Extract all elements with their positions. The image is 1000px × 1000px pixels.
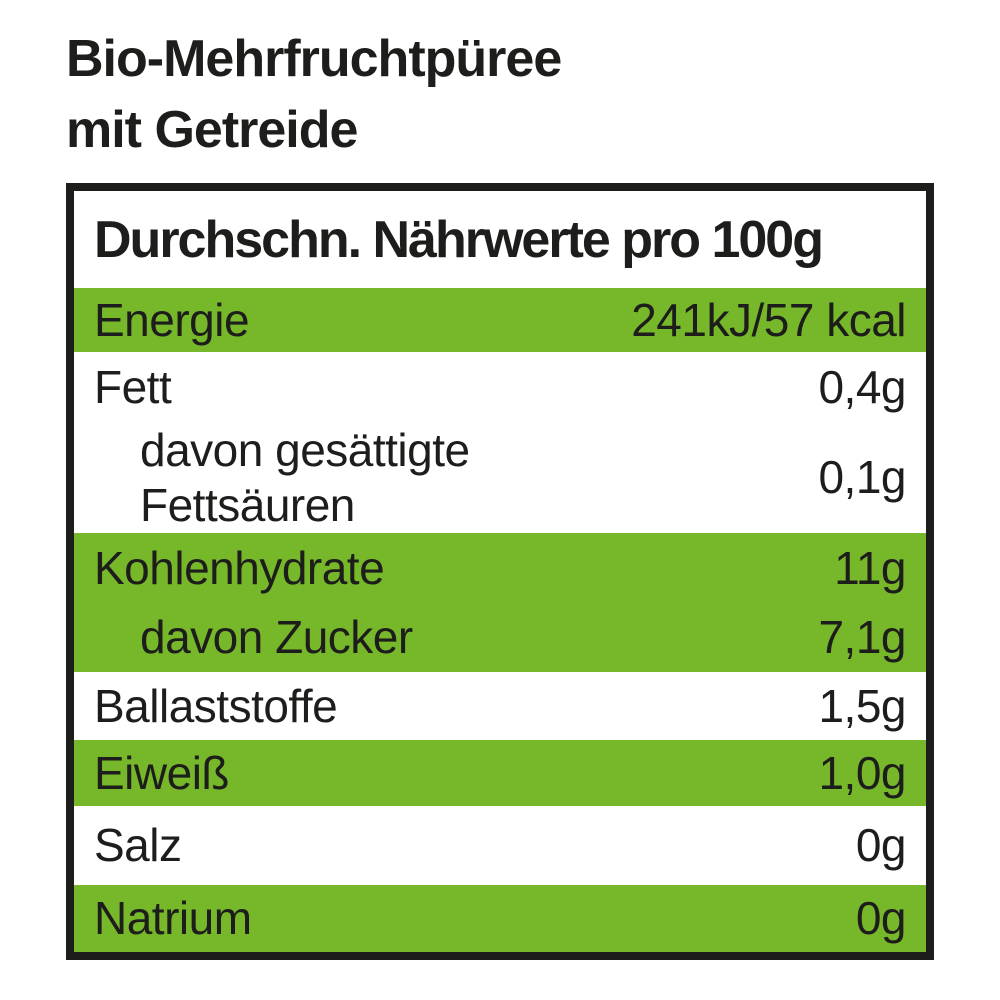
row-label: davon gesättigte Fettsäuren <box>140 423 470 531</box>
row-value: 7,1g <box>818 611 906 663</box>
table-row-kohlenhydrate: Kohlenhydrate 11g <box>74 533 926 603</box>
table-header: Durchschn. Nährwerte pro 100g <box>74 191 926 288</box>
table-row-energie: Energie 241kJ/57 kcal <box>74 288 926 352</box>
table-row-natrium: Natrium 0g <box>74 885 926 952</box>
row-label: Kohlenhydrate <box>94 541 385 594</box>
table-row-eiweiss: Eiweiß 1,0g <box>74 740 926 806</box>
row-label: Energie <box>94 293 250 346</box>
nutrition-table: Durchschn. Nährwerte pro 100g Energie 24… <box>66 183 934 960</box>
row-label: davon Zucker <box>140 611 413 663</box>
table-row-gesaettigte-fettsaeuren: davon gesättigte Fettsäuren 0,1g <box>74 422 926 533</box>
row-value: 241kJ/57 kcal <box>631 293 906 346</box>
table-row-salz: Salz 0g <box>74 806 926 885</box>
row-value: 1,0g <box>818 746 906 799</box>
product-title: Bio-Mehrfruchtpüree mit Getreide <box>66 24 562 166</box>
row-value: 11g <box>834 541 906 594</box>
row-value: 0g <box>855 892 907 944</box>
product-title-line2: mit Getreide <box>66 101 358 159</box>
table-row-fett: Fett 0,4g <box>74 352 926 422</box>
table-row-davon-zucker: davon Zucker 7,1g <box>74 603 926 672</box>
row-label: Fett <box>94 360 172 413</box>
row-value: 0,4g <box>818 360 906 413</box>
row-label: Natrium <box>94 892 252 944</box>
row-label: Salz <box>94 819 182 871</box>
table-row-ballaststoffe: Ballaststoffe 1,5g <box>74 672 926 740</box>
row-value: 0,1g <box>818 451 906 503</box>
row-value: 1,5g <box>818 679 906 732</box>
product-title-line1: Bio-Mehrfruchtpüree <box>66 30 562 88</box>
row-value: 0g <box>855 819 907 871</box>
row-label: Ballaststoffe <box>94 679 338 732</box>
row-label: Eiweiß <box>94 746 230 799</box>
